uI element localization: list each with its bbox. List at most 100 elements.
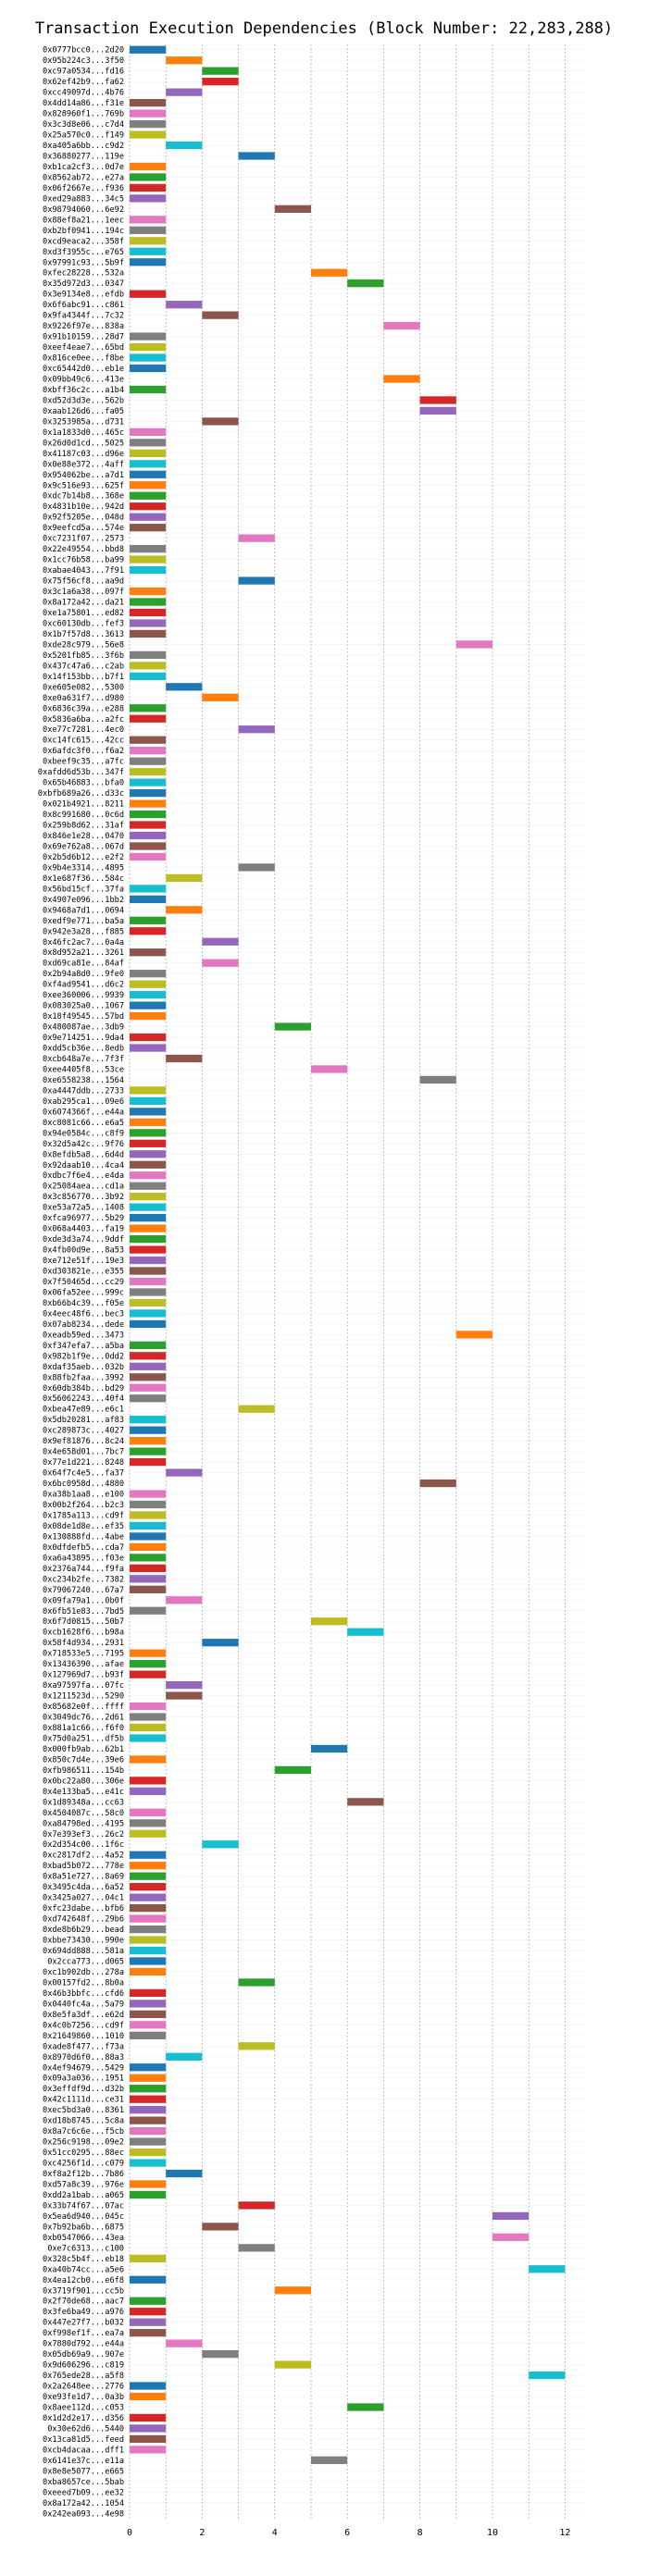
transaction-bar [238, 152, 275, 160]
x-tick-label: 12 [559, 2528, 570, 2538]
transaction-label: 0x3495c4da...6a52 [43, 1883, 124, 1892]
transaction-bar [130, 2116, 167, 2124]
transaction-bar [130, 1511, 167, 1519]
transaction-label: 0xeef4eae7...65bd [43, 343, 124, 353]
transaction-label: 0xa405a6bb...c9d2 [43, 142, 124, 151]
transaction-label: 0x6f6abc91...c861 [43, 301, 124, 310]
transaction-label: 0xed29a883...34c5 [43, 194, 124, 204]
transaction-bar [130, 1150, 167, 1158]
transaction-bar [130, 1096, 167, 1106]
transaction-bar [238, 534, 275, 542]
transaction-bar [130, 2308, 167, 2316]
transaction-label: 0x75d0a251...df5b [43, 1734, 124, 1743]
transaction-bar [130, 650, 167, 660]
transaction-label: 0x8a7c6c6e...f5cb [43, 2127, 124, 2136]
transaction-label: 0xbfb689a26...d33c [38, 789, 124, 799]
transaction-label: 0x4907e096...1bb2 [43, 896, 124, 905]
transaction-label: 0x694dd888...581a [43, 1947, 124, 1956]
transaction-bar [130, 1383, 167, 1392]
transaction-label: 0x60db384b...bd29 [43, 1384, 124, 1393]
transaction-label: 0xcc49097d...4b76 [43, 89, 124, 98]
transaction-bar [166, 1680, 203, 1690]
transaction-label: 0x5201fb85...3f6b [43, 651, 124, 661]
transaction-bar [166, 88, 203, 96]
transaction-bar [130, 2095, 167, 2103]
transaction-label: 0x850c7d4e...39e6 [43, 1755, 124, 1765]
transaction-bar [130, 852, 167, 861]
x-tick-label: 8 [417, 2528, 423, 2538]
transaction-label: 0x88ef8a21...1eec [43, 216, 124, 225]
transaction-label: 0x8c991680...0c6d [43, 811, 124, 820]
transaction-label: 0xeadb59ed...3473 [43, 1331, 124, 1340]
transaction-bar [419, 406, 456, 415]
transaction-label: 0xa38b1aa8...e100 [43, 1491, 124, 1500]
transaction-label: 0xb2bf0941...194c [43, 227, 124, 236]
transaction-label: 0x00b2f264...b2c3 [43, 1501, 124, 1510]
transaction-label: 0x8a172a42...1054 [43, 2499, 124, 2508]
transaction-label: 0x9e714251...9da4 [43, 1034, 124, 1043]
transaction-label: 0xa40b74cc...a5e6 [43, 2265, 124, 2274]
transaction-bar [130, 109, 167, 118]
transaction-bar [311, 1617, 348, 1626]
transaction-label: 0x94e0584c...c8f9 [43, 1129, 124, 1138]
transaction-bar [130, 747, 167, 755]
transaction-bar [130, 1426, 167, 1434]
transaction-label: 0x0777bcc0...2d20 [43, 46, 124, 56]
transaction-bar [130, 799, 167, 808]
transaction-bar [166, 56, 203, 65]
transaction-bar [130, 1457, 167, 1467]
transaction-bar [130, 1936, 167, 1944]
transaction-label: 0x69e762a8...067d [43, 842, 124, 851]
transaction-bar [455, 640, 492, 649]
transaction-bar [166, 1691, 203, 1700]
transaction-label: 0xbad5b072...778e [43, 1862, 124, 1871]
transaction-bar [130, 98, 167, 107]
transaction-label: 0xade8f477...f73a [43, 2042, 124, 2051]
transaction-label: 0x33b74f67...07ac [43, 2201, 124, 2211]
x-tick-label: 4 [272, 2528, 278, 2538]
transaction-bar [202, 78, 239, 86]
transaction-bar [166, 683, 203, 691]
transaction-label: 0xe712e51f...19e3 [43, 1257, 124, 1266]
transaction-bar [130, 927, 167, 935]
transaction-bar [166, 1596, 203, 1604]
transaction-label: 0xcb1628f6...b98a [43, 1629, 124, 1638]
transaction-label: 0x0e88e372...4aff [43, 460, 124, 469]
transaction-label: 0xd57a8c39...976e [43, 2180, 124, 2189]
transaction-bar [130, 2126, 167, 2136]
transaction-label: 0xdbc7f6e4...e4da [43, 1171, 124, 1181]
transaction-label: 0x08de1d8e...ef35 [43, 1522, 124, 1531]
transaction-label: 0x22e49554...bbd8 [43, 545, 124, 554]
transaction-bar [419, 1075, 456, 1084]
transaction-bar [130, 629, 167, 638]
transaction-label: 0x1a1833d0...465c [43, 428, 124, 438]
transaction-label: 0xe77c7281...4ec0 [43, 725, 124, 735]
transaction-label: 0x75f56cf8...aa9d [43, 577, 124, 587]
transaction-bar [492, 2233, 530, 2242]
transaction-bar [238, 2244, 275, 2252]
transaction-bar [238, 2201, 275, 2210]
transaction-bar [130, 1585, 167, 1593]
transaction-label: 0x7f50465d...cc29 [43, 1278, 124, 1287]
transaction-label: 0x92f5205e...048d [43, 514, 124, 523]
transaction-label: 0x9eefcd5a...574e [43, 524, 124, 533]
transaction-label: 0x8aee112d...c053 [43, 2403, 124, 2412]
transaction-label: 0x09a3a036...1951 [43, 2074, 124, 2084]
transaction-bar [130, 427, 167, 437]
x-tick-labels: 0 2 4 6 8 10 12 [127, 2528, 570, 2538]
transaction-label: 0x5836a6ba...a2fc [43, 715, 124, 724]
transaction-bar [166, 873, 203, 883]
transaction-bar [130, 1437, 167, 1445]
transaction-label: 0x8e8e5077...e665 [43, 2467, 124, 2476]
transaction-label: 0x982b1f9e...0dd2 [43, 1352, 124, 1361]
transaction-bar [130, 1160, 167, 1169]
transaction-label: 0xc4256f1d...c079 [43, 2160, 124, 2169]
transaction-bar [130, 1182, 167, 1190]
transaction-bar [130, 2010, 167, 2019]
transaction-bar [130, 353, 167, 362]
transaction-label: 0x97991c93...5b9f [43, 258, 124, 267]
transaction-bar [130, 2434, 167, 2444]
transaction-label: 0x3719f901...cc5b [43, 2286, 124, 2296]
transaction-label: 0xc2817df2...4a52 [43, 1852, 124, 1861]
